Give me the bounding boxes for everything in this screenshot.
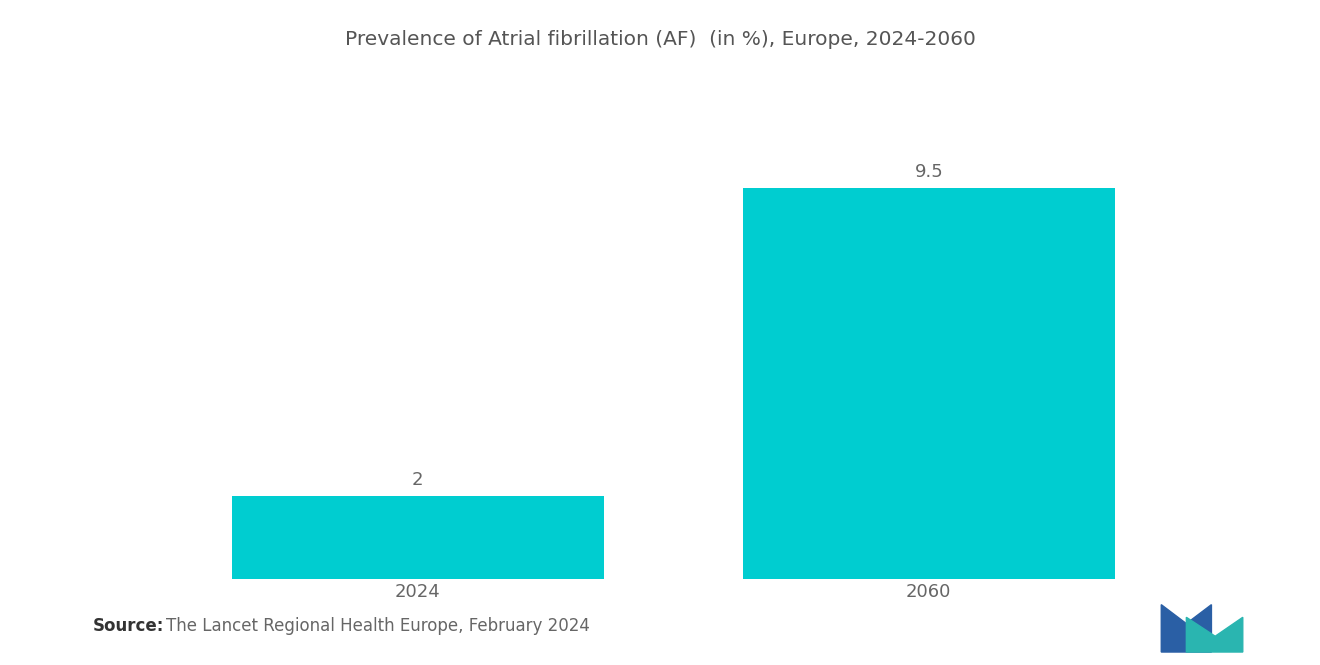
Text: 9.5: 9.5 — [915, 163, 942, 181]
Bar — [743, 188, 1114, 579]
Polygon shape — [1162, 604, 1212, 652]
Bar — [232, 496, 603, 579]
Text: 2: 2 — [412, 471, 424, 489]
Text: Prevalence of Atrial fibrillation (AF)  (in %), Europe, 2024-2060: Prevalence of Atrial fibrillation (AF) (… — [345, 30, 975, 49]
Text: The Lancet Regional Health Europe, February 2024: The Lancet Regional Health Europe, Febru… — [166, 617, 590, 635]
Text: Source:: Source: — [92, 617, 164, 635]
Polygon shape — [1187, 617, 1243, 652]
